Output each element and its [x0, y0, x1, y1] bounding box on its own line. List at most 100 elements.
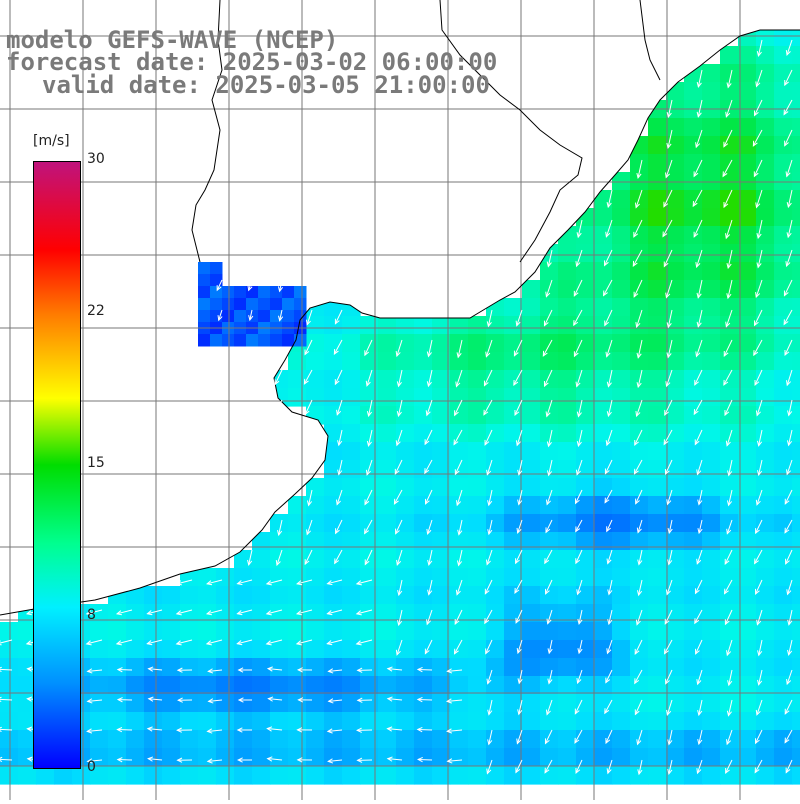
field-cell — [774, 46, 793, 65]
field-cell — [468, 496, 487, 515]
field-cell — [666, 460, 685, 479]
field-cell — [414, 748, 433, 767]
field-cell — [648, 370, 667, 389]
field-cell — [666, 550, 685, 569]
field-cell — [558, 388, 577, 407]
field-cell — [666, 226, 685, 245]
field-cell — [414, 532, 433, 551]
field-cell — [216, 766, 235, 785]
field-cell — [198, 676, 217, 695]
field-cell — [288, 514, 307, 533]
field-cell — [234, 676, 253, 695]
field-cell — [666, 640, 685, 659]
field-cell — [558, 262, 577, 281]
field-cell — [774, 262, 793, 281]
field-cell — [306, 532, 325, 551]
field-cell — [756, 424, 775, 443]
field-cell — [558, 334, 577, 353]
field-cell — [486, 568, 505, 587]
field-cell — [702, 262, 721, 281]
field-cell — [378, 406, 397, 425]
colorbar-tick-8: 8 — [87, 607, 96, 623]
field-cell — [792, 316, 800, 335]
field-cell — [468, 352, 487, 371]
field-cell — [666, 478, 685, 497]
field-cell — [594, 550, 613, 569]
field-cell — [450, 568, 469, 587]
field-cell — [684, 226, 703, 245]
field-cell — [702, 64, 721, 83]
field-cell — [324, 676, 343, 695]
estuary-cell — [294, 298, 307, 311]
field-cell — [378, 640, 397, 659]
field-cell — [198, 622, 217, 641]
field-cell — [558, 586, 577, 605]
field-cell — [468, 514, 487, 533]
field-cell — [738, 190, 757, 209]
field-cell — [486, 478, 505, 497]
field-cell — [90, 712, 109, 731]
field-cell — [306, 568, 325, 587]
field-cell — [450, 442, 469, 461]
field-cell — [180, 622, 199, 641]
field-cell — [612, 244, 631, 263]
field-cell — [648, 586, 667, 605]
field-cell — [540, 676, 559, 695]
field-cell — [630, 658, 649, 677]
field-cell — [414, 640, 433, 659]
field-cell — [792, 658, 800, 677]
field-cell — [612, 694, 631, 713]
field-cell — [558, 352, 577, 371]
valid-date: valid date: 2025-03-05 21:00:00 — [42, 71, 490, 99]
field-cell — [756, 82, 775, 101]
field-cell — [594, 316, 613, 335]
field-cell — [720, 622, 739, 641]
field-cell — [522, 694, 541, 713]
field-cell — [594, 568, 613, 587]
field-cell — [0, 766, 19, 785]
field-cell — [558, 478, 577, 497]
field-cell — [576, 694, 595, 713]
field-cell — [558, 694, 577, 713]
field-cell — [756, 460, 775, 479]
field-cell — [198, 766, 217, 785]
estuary-cell — [198, 334, 211, 347]
field-cell — [666, 118, 685, 137]
field-cell — [522, 550, 541, 569]
field-cell — [180, 676, 199, 695]
field-cell — [702, 586, 721, 605]
field-cell — [306, 388, 325, 407]
field-cell — [126, 694, 145, 713]
estuary-cell — [282, 334, 295, 347]
field-cell — [324, 532, 343, 551]
field-cell — [198, 586, 217, 605]
field-cell — [774, 532, 793, 551]
field-cell — [486, 694, 505, 713]
field-cell — [738, 424, 757, 443]
field-cell — [468, 460, 487, 479]
field-cell — [324, 478, 343, 497]
field-cell — [720, 298, 739, 317]
field-cell — [774, 280, 793, 299]
field-cell — [324, 406, 343, 425]
field-cell — [756, 316, 775, 335]
field-cell — [324, 352, 343, 371]
field-cell — [288, 658, 307, 677]
field-cell — [360, 694, 379, 713]
field-cell — [702, 226, 721, 245]
field-cell — [792, 514, 800, 533]
field-cell — [684, 154, 703, 173]
field-cell — [720, 388, 739, 407]
estuary-cell — [246, 298, 259, 311]
field-cell — [774, 136, 793, 155]
field-cell — [468, 586, 487, 605]
field-cell — [774, 370, 793, 389]
field-cell — [702, 676, 721, 695]
field-cell — [90, 676, 109, 695]
field-cell — [360, 424, 379, 443]
field-cell — [702, 370, 721, 389]
estuary-cell — [282, 298, 295, 311]
field-cell — [738, 442, 757, 461]
field-cell — [630, 748, 649, 767]
field-cell — [774, 388, 793, 407]
